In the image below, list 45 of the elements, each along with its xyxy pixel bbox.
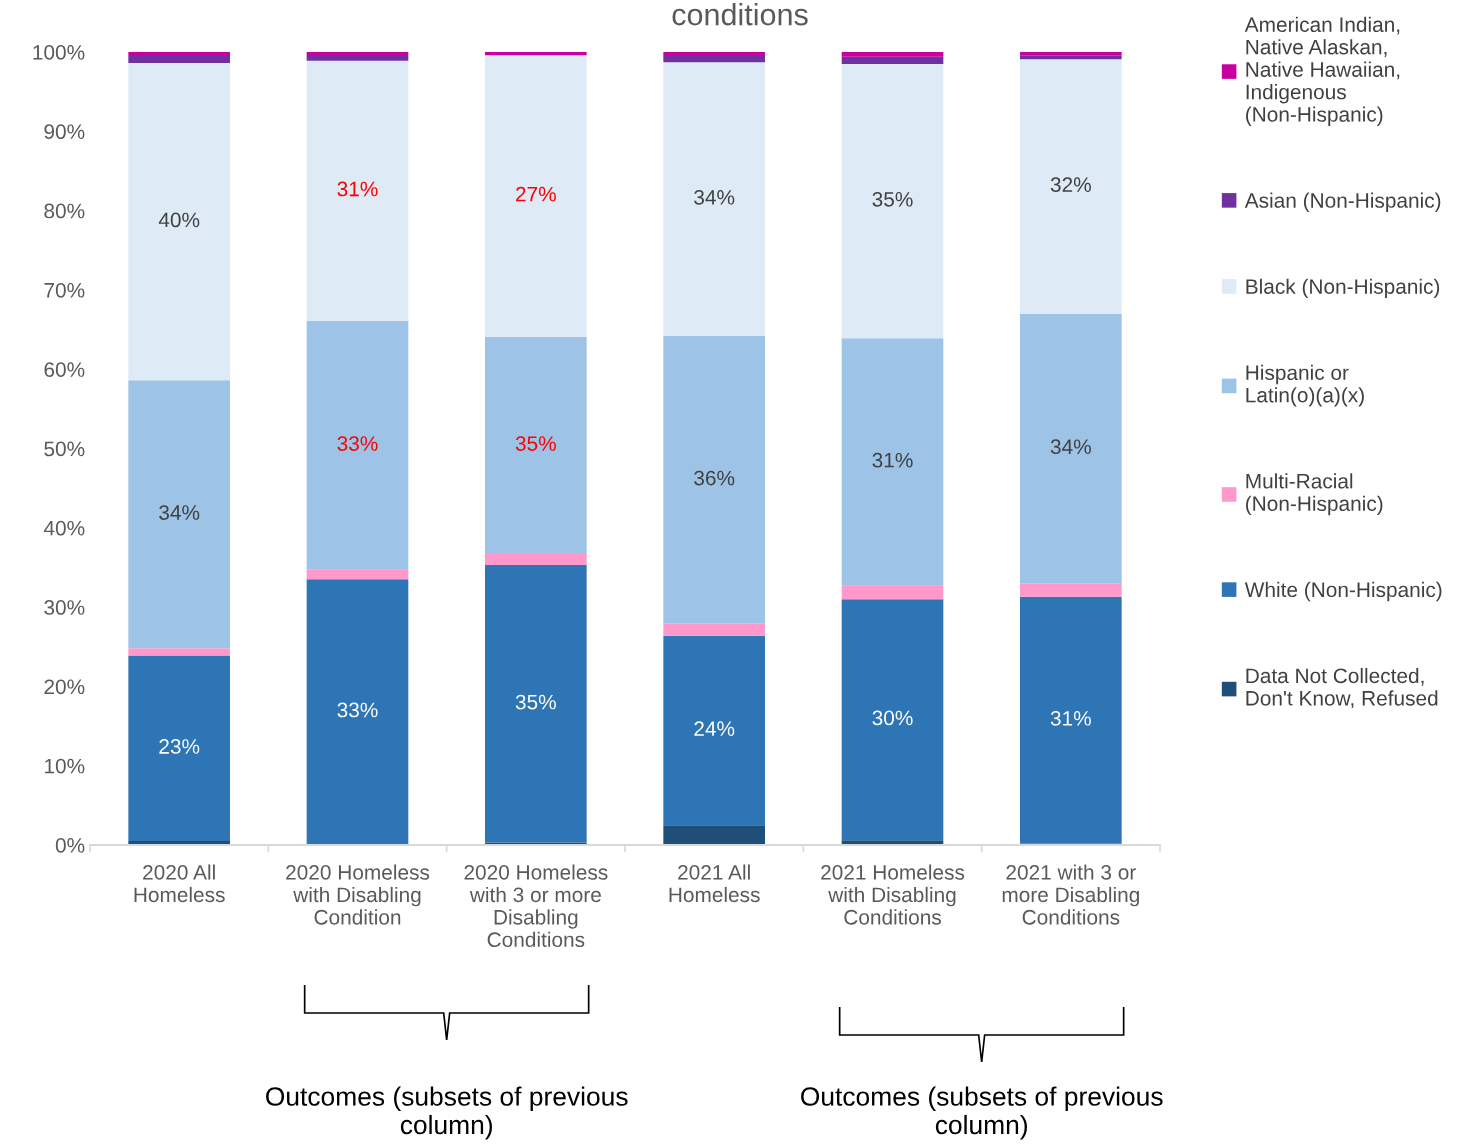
legend-label: White (Non-Hispanic) [1244, 581, 1442, 602]
annotation: 27% [516, 186, 556, 202]
y-tick-label: 40% [43, 520, 85, 536]
data-label: 34% [694, 189, 735, 205]
x-tick-label: 2021 All Homeless [669, 864, 760, 903]
y-tick-label: 30% [44, 600, 85, 615]
y-tick-label: 0% [55, 838, 85, 853]
legend-label: Black (Non-Hispanic) [1246, 278, 1440, 299]
data-label: 35% [515, 694, 556, 710]
y-tick-label: 90% [44, 124, 85, 140]
legend-label: Multi-Racial (Non-Hispanic) [1246, 473, 1383, 516]
data-label: 34% [1050, 439, 1091, 455]
y-tick-label: 50% [44, 441, 85, 457]
legend-label: Hispanic or Latin(o)(a)(x) [1246, 364, 1364, 407]
x-tick-label: 2020 Homeless with Disabling Condition [286, 864, 430, 925]
x-tick-label: 2020 All Homeless [134, 864, 225, 903]
legend-label: American Indian, Native Alaskan, Native Hawaiian, Indigenous (Non-Hispanic) [1244, 16, 1400, 126]
data-label: 40% [158, 212, 200, 228]
chart-title: conditions [672, 3, 808, 26]
text: Outcomes (subsets of previous column) [801, 1086, 1163, 1140]
data-label: 35% [872, 191, 913, 207]
y-tick-label: 100% [33, 45, 85, 60]
text: Outcomes (subsets of previous column) [266, 1086, 628, 1140]
legend-label: Asian (Non-Hispanic) [1244, 192, 1441, 212]
y-tick-label: 70% [44, 282, 85, 298]
data-label: 23% [159, 739, 200, 754]
y-tick-label: 60% [44, 362, 85, 377]
data-label: 36% [694, 470, 735, 486]
x-tick-label: 2021 with 3 or more Disabling Conditions [1002, 864, 1139, 925]
data-label: 30% [872, 710, 913, 726]
data-label: 24% [694, 721, 735, 736]
annotation: 31% [337, 181, 378, 197]
y-tick-label: 20% [44, 679, 85, 695]
y-tick-label: 80% [44, 203, 85, 219]
annotation: 33% [337, 436, 378, 451]
y-tick-label: 10% [45, 758, 85, 774]
data-label: 31% [1050, 710, 1091, 726]
annotation: 35% [515, 436, 556, 451]
legend-label: Data Not Collected, Don't Know, Refused [1246, 667, 1438, 709]
data-label: 32% [1050, 177, 1091, 193]
data-label: 33% [337, 702, 378, 718]
x-tick-label: 2021 Homeless with Disabling Conditions [821, 864, 965, 925]
data-label: 31% [872, 452, 913, 468]
x-tick-label: 2020 Homeless with 3 or more Disabling Conditions [464, 864, 608, 948]
data-label: 34% [159, 505, 200, 520]
